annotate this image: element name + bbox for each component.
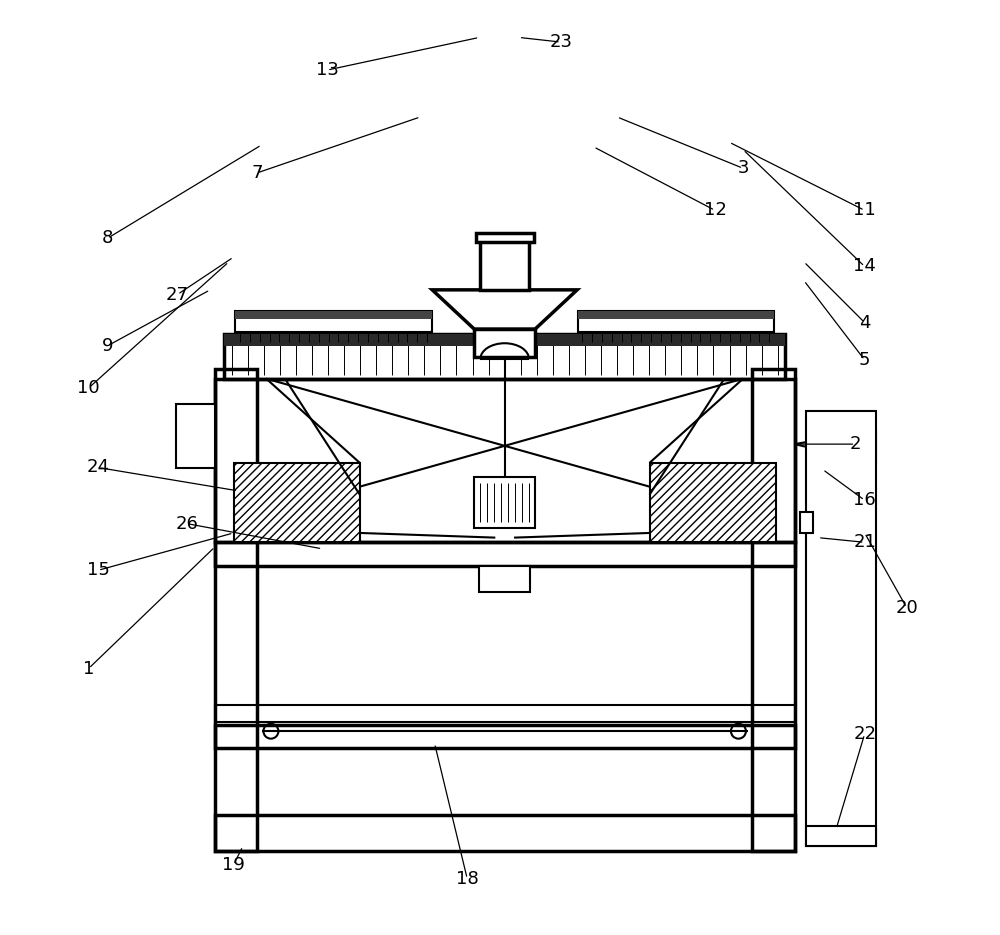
Text: 14: 14 [853, 257, 876, 276]
Text: 19: 19 [222, 856, 245, 874]
Bar [215, 542, 795, 566]
Bar [474, 477, 535, 528]
Text: 9: 9 [102, 337, 113, 355]
Text: 12: 12 [704, 201, 726, 220]
Text: 22: 22 [853, 725, 876, 743]
Text: 11: 11 [853, 201, 876, 220]
Bar [479, 566, 530, 592]
Text: 27: 27 [166, 285, 189, 304]
Bar [476, 233, 534, 242]
Text: 26: 26 [175, 514, 198, 533]
Bar [215, 815, 795, 851]
Bar [578, 311, 774, 332]
Text: 8: 8 [102, 229, 113, 248]
Bar [215, 379, 795, 542]
Text: 13: 13 [316, 61, 338, 79]
Bar [235, 311, 432, 319]
Bar [806, 411, 876, 846]
Bar [176, 404, 215, 468]
Text: 2: 2 [850, 435, 861, 453]
Bar [224, 334, 785, 379]
Bar [215, 725, 795, 748]
Bar [578, 311, 774, 319]
Bar [224, 334, 785, 346]
Bar [474, 329, 535, 357]
Bar [800, 512, 813, 533]
Text: 1: 1 [83, 659, 94, 678]
Text: 10: 10 [77, 379, 100, 397]
Bar [480, 238, 529, 290]
Text: 3: 3 [737, 159, 749, 178]
Bar [215, 369, 257, 851]
Text: 24: 24 [86, 458, 109, 477]
Text: 5: 5 [859, 351, 870, 369]
Text: 15: 15 [87, 561, 109, 580]
Text: 4: 4 [859, 313, 870, 332]
Text: 21: 21 [853, 533, 876, 552]
Bar [752, 369, 795, 851]
Text: 18: 18 [456, 870, 479, 888]
Bar [234, 463, 360, 542]
Text: 20: 20 [895, 598, 918, 617]
Bar [806, 826, 876, 846]
Bar [215, 705, 795, 722]
Text: 23: 23 [549, 33, 572, 51]
Text: 16: 16 [853, 491, 876, 510]
Polygon shape [432, 290, 577, 329]
Bar [235, 311, 432, 332]
Bar [650, 463, 776, 542]
Text: 7: 7 [251, 164, 263, 182]
